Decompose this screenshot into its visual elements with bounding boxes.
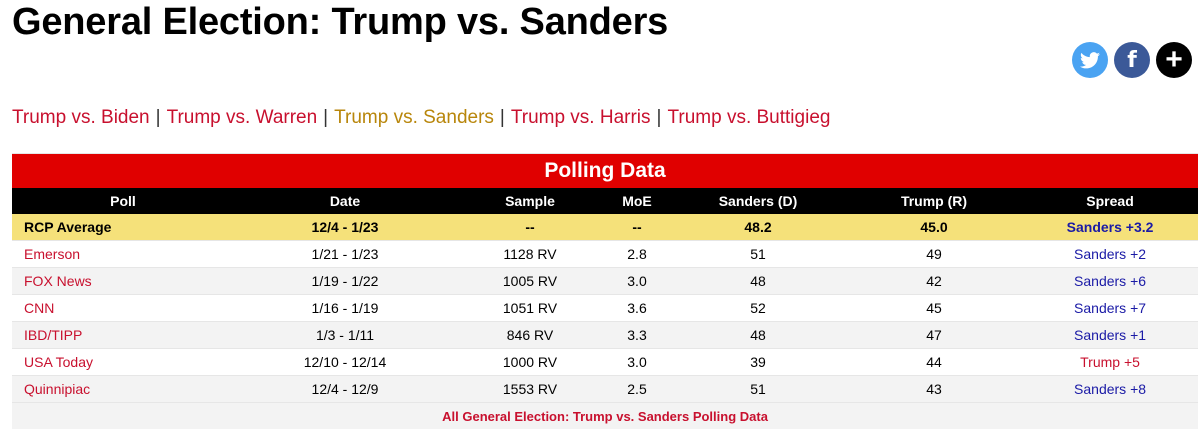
- table-header-row: Poll Date Sample MoE Sanders (D) Trump (…: [12, 188, 1198, 214]
- rcp-average-trump: 45.0: [846, 214, 1022, 241]
- table-footer-row: All General Election: Trump vs. Sanders …: [12, 403, 1198, 429]
- poll-name-link[interactable]: IBD/TIPP: [12, 322, 234, 349]
- share-buttons: f +: [1072, 42, 1192, 78]
- moe-cell: 2.5: [604, 376, 670, 403]
- header-sanders: Sanders (D): [670, 188, 846, 214]
- sample-cell: 1128 RV: [456, 241, 604, 268]
- table-caption-row: Polling Data: [12, 154, 1198, 189]
- date-cell: 1/3 - 1/11: [234, 322, 456, 349]
- matchup-link-trump-vs-buttigieg[interactable]: Trump vs. Buttigieg: [667, 107, 830, 128]
- matchup-separator: |: [500, 107, 505, 128]
- spread-cell: Sanders +6: [1022, 268, 1198, 295]
- more-share-button[interactable]: +: [1156, 42, 1192, 78]
- rcp-average-row: RCP Average 12/4 - 1/23 -- -- 48.2 45.0 …: [12, 214, 1198, 241]
- poll-name-link[interactable]: USA Today: [12, 349, 234, 376]
- rcp-average-spread: Sanders +3.2: [1022, 214, 1198, 241]
- table-footer: All General Election: Trump vs. Sanders …: [12, 403, 1198, 429]
- date-cell: 12/4 - 12/9: [234, 376, 456, 403]
- matchup-separator: |: [323, 107, 328, 128]
- header-spread: Spread: [1022, 188, 1198, 214]
- header-date: Date: [234, 188, 456, 214]
- sample-cell: 1051 RV: [456, 295, 604, 322]
- header-sample: Sample: [456, 188, 604, 214]
- trump-cell: 42: [846, 268, 1022, 295]
- spread-cell: Sanders +7: [1022, 295, 1198, 322]
- rcp-average-date: 12/4 - 1/23: [234, 214, 456, 241]
- sample-cell: 1553 RV: [456, 376, 604, 403]
- matchup-link-trump-vs-biden[interactable]: Trump vs. Biden: [12, 107, 150, 128]
- sanders-cell: 51: [670, 241, 846, 268]
- twitter-bird-icon: [1080, 52, 1100, 69]
- moe-cell: 2.8: [604, 241, 670, 268]
- twitter-share-button[interactable]: [1072, 42, 1108, 78]
- header-trump: Trump (R): [846, 188, 1022, 214]
- sanders-cell: 52: [670, 295, 846, 322]
- trump-cell: 44: [846, 349, 1022, 376]
- rcp-average-moe: --: [604, 214, 670, 241]
- sanders-cell: 51: [670, 376, 846, 403]
- poll-name-link[interactable]: Quinnipiac: [12, 376, 234, 403]
- poll-name-link[interactable]: Emerson: [12, 241, 234, 268]
- facebook-f-icon: f: [1127, 48, 1137, 73]
- poll-name-link[interactable]: FOX News: [12, 268, 234, 295]
- polling-data-table: Polling Data Poll Date Sample MoE Sander…: [12, 153, 1198, 429]
- date-cell: 1/19 - 1/22: [234, 268, 456, 295]
- date-cell: 1/21 - 1/23: [234, 241, 456, 268]
- facebook-share-button[interactable]: f: [1114, 42, 1150, 78]
- plus-icon: +: [1165, 42, 1183, 78]
- sample-cell: 846 RV: [456, 322, 604, 349]
- spread-cell: Sanders +8: [1022, 376, 1198, 403]
- matchup-separator: |: [156, 107, 161, 128]
- trump-cell: 47: [846, 322, 1022, 349]
- trump-cell: 43: [846, 376, 1022, 403]
- table-caption: Polling Data: [12, 154, 1198, 189]
- moe-cell: 3.6: [604, 295, 670, 322]
- matchup-link-trump-vs-harris[interactable]: Trump vs. Harris: [511, 107, 651, 128]
- sanders-cell: 48: [670, 268, 846, 295]
- matchup-link-trump-vs-sanders[interactable]: Trump vs. Sanders: [334, 107, 494, 128]
- moe-cell: 3.3: [604, 322, 670, 349]
- rcp-average-label: RCP Average: [12, 214, 234, 241]
- poll-name-link[interactable]: CNN: [12, 295, 234, 322]
- moe-cell: 3.0: [604, 268, 670, 295]
- sanders-cell: 39: [670, 349, 846, 376]
- date-cell: 1/16 - 1/19: [234, 295, 456, 322]
- matchup-separator: |: [657, 107, 662, 128]
- sample-cell: 1005 RV: [456, 268, 604, 295]
- rcp-average-sanders: 48.2: [670, 214, 846, 241]
- rcp-average-sample: --: [456, 214, 604, 241]
- header-moe: MoE: [604, 188, 670, 214]
- matchup-nav: Trump vs. Biden|Trump vs. Warren|Trump v…: [12, 107, 830, 129]
- matchup-link-trump-vs-warren[interactable]: Trump vs. Warren: [167, 107, 318, 128]
- spread-cell: Trump +5: [1022, 349, 1198, 376]
- all-polling-data-link[interactable]: All General Election: Trump vs. Sanders …: [442, 409, 768, 424]
- header-poll: Poll: [12, 188, 234, 214]
- sanders-cell: 48: [670, 322, 846, 349]
- spread-cell: Sanders +1: [1022, 322, 1198, 349]
- sample-cell: 1000 RV: [456, 349, 604, 376]
- trump-cell: 49: [846, 241, 1022, 268]
- moe-cell: 3.0: [604, 349, 670, 376]
- date-cell: 12/10 - 12/14: [234, 349, 456, 376]
- spread-cell: Sanders +2: [1022, 241, 1198, 268]
- trump-cell: 45: [846, 295, 1022, 322]
- page-title: General Election: Trump vs. Sanders: [12, 0, 668, 44]
